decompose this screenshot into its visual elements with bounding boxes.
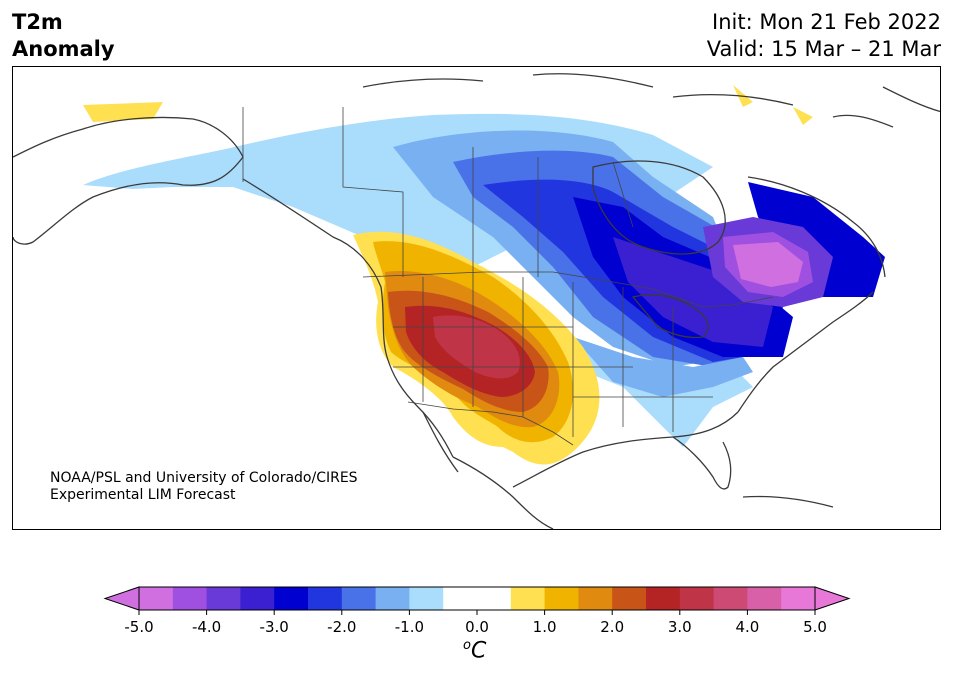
credit-text: NOAA/PSL and University of Colorado/CIRE… xyxy=(50,470,358,504)
colorbar-tick-label: 0.0 xyxy=(465,618,489,636)
mexico-coast xyxy=(452,456,554,529)
colorbar-bin xyxy=(341,587,377,610)
title-kind: Anomaly xyxy=(12,37,115,61)
colorbar-tick-label: 2.0 xyxy=(600,618,624,636)
arctic-warm-patch-3 xyxy=(793,107,813,125)
labrador xyxy=(747,176,886,278)
colorbar-bin xyxy=(510,587,546,610)
units-label: C xyxy=(470,638,487,664)
forecast-dates: Init: Mon 21 Feb 2022 Valid: 15 Mar – 21… xyxy=(707,9,941,63)
hudson-bay xyxy=(592,160,726,255)
coastlines xyxy=(13,73,940,529)
colorbar-bin xyxy=(409,587,444,610)
units-degree-symbol: o xyxy=(463,638,471,653)
colorbar-bin xyxy=(240,587,275,610)
colorbar-tick-label: -5.0 xyxy=(124,618,153,636)
east-coast-blue xyxy=(573,337,753,397)
florida xyxy=(672,436,732,490)
colorbar-units: oC xyxy=(463,638,486,663)
political-borders xyxy=(242,107,774,446)
colorbar-tick-label: -3.0 xyxy=(260,618,289,636)
colorbar-bin xyxy=(578,587,613,610)
colorbar-bin xyxy=(646,587,681,610)
anomaly-shading xyxy=(83,85,885,465)
colorbar-bin xyxy=(206,587,241,610)
colorbar-bin xyxy=(139,587,174,610)
title-variable: T2m xyxy=(12,10,63,34)
east-coast xyxy=(737,291,874,413)
colorbar-tick-label: -1.0 xyxy=(395,618,424,636)
us-mexico-border xyxy=(407,401,574,446)
quebec-anomaly-magenta xyxy=(733,242,803,287)
credit-line1: NOAA/PSL and University of Colorado/CIRE… xyxy=(50,470,358,486)
west-coast xyxy=(242,178,454,458)
colorbar-tick-label: 3.0 xyxy=(668,618,692,636)
colorbar-over-arrow xyxy=(814,586,851,611)
valid-range: Valid: 15 Mar – 21 Mar xyxy=(706,37,941,61)
quebec-anomaly-navy xyxy=(748,182,885,297)
arctic-islands xyxy=(362,73,894,128)
quebec-anomaly-indigo xyxy=(613,237,773,347)
us-states xyxy=(393,277,713,437)
credit-line2: Experimental LIM Forecast xyxy=(50,487,236,503)
colorbar-bin xyxy=(747,587,782,610)
colorbar-tick-label: 1.0 xyxy=(533,618,557,636)
colorbar-bin xyxy=(274,587,309,610)
colorbar-bin xyxy=(679,587,715,610)
colorbar-bin xyxy=(544,587,579,610)
colorbar-bin xyxy=(713,587,748,610)
init-date: Init: Mon 21 Feb 2022 xyxy=(712,10,941,34)
colorbar-bin xyxy=(443,587,512,610)
colorbar-bin xyxy=(308,587,343,610)
greenland-edge xyxy=(882,86,940,113)
map-svg xyxy=(13,73,940,529)
colorbar-tick-label: -4.0 xyxy=(192,618,221,636)
colorbar-tick-label: 5.0 xyxy=(803,618,827,636)
anomaly-map: NOAA/PSL and University of Colorado/CIRE… xyxy=(12,66,941,530)
us-canada-border xyxy=(362,271,774,308)
colorbar-bin xyxy=(375,587,410,610)
cuba xyxy=(742,495,834,508)
colorbar-tick-label: 4.0 xyxy=(735,618,759,636)
gulf-coast xyxy=(512,411,739,488)
colorbar-bin xyxy=(172,587,208,610)
alaska-coast xyxy=(13,116,244,245)
baja xyxy=(422,411,459,473)
map-title: T2m Anomaly xyxy=(12,9,115,63)
colorbar-bin xyxy=(612,587,647,610)
colorbar-bin xyxy=(781,587,816,610)
colorbar-tick-label: -2.0 xyxy=(327,618,356,636)
arctic-warm-patch xyxy=(83,102,163,122)
colorbar-under-arrow xyxy=(103,586,140,611)
southwest-warm-crimson xyxy=(433,315,520,379)
canada-provinces xyxy=(342,107,634,277)
great-lakes xyxy=(631,294,709,339)
